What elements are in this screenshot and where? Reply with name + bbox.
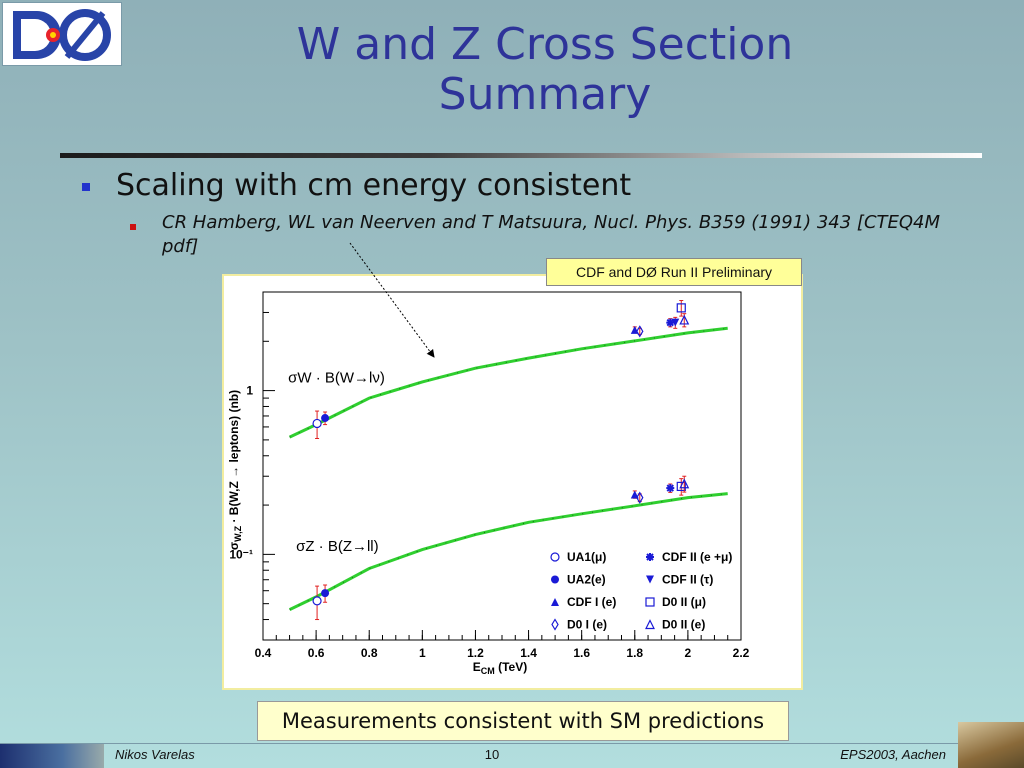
data-point xyxy=(312,418,322,429)
data-point xyxy=(636,491,644,504)
footer-conference: EPS2003, Aachen xyxy=(840,747,946,762)
legend-label: D0 II (μ) xyxy=(662,595,706,609)
legend-marker xyxy=(551,598,559,606)
conclusion-box: Measurements consistent with SM predicti… xyxy=(257,701,789,741)
marker-shape xyxy=(312,596,322,606)
series-label-w: σW · B(W→lν) xyxy=(288,370,385,387)
x-axis-label: ECM (TeV) xyxy=(473,660,527,676)
marker-shape xyxy=(551,618,559,631)
aachen-cathedral-image xyxy=(958,722,1024,768)
legend-label: CDF I (e) xyxy=(567,595,616,609)
marker-shape xyxy=(321,414,330,423)
chart-frame xyxy=(222,274,803,690)
dzero-logo xyxy=(2,2,122,66)
series-labels: σW · B(W→lν) σZ · B(Z→ll) xyxy=(288,370,385,555)
bullet-main-text: Scaling with cm energy consistent xyxy=(116,168,632,203)
legend-marker xyxy=(551,618,559,631)
legend-label: UA2(e) xyxy=(567,573,606,587)
legend-label: D0 II (e) xyxy=(662,618,705,632)
data-point xyxy=(666,484,675,493)
data-point xyxy=(312,596,322,606)
data-points xyxy=(312,299,690,621)
title-divider xyxy=(60,153,982,158)
marker-shape xyxy=(645,619,655,630)
legend-marker xyxy=(550,552,560,562)
marker-shape xyxy=(636,491,644,504)
data-point xyxy=(679,314,690,325)
x-tick-label: 0.4 xyxy=(255,646,272,660)
marker-shape xyxy=(551,575,559,584)
y-tick-label: 1 xyxy=(246,384,253,398)
footer-page-number: 10 xyxy=(484,747,500,762)
x-tick-label: 2 xyxy=(685,646,692,660)
x-tick-label: 1.8 xyxy=(626,646,643,660)
x-tick-label: 0.8 xyxy=(361,646,378,660)
footer-divider xyxy=(0,743,1024,744)
title-line-1: W and Z Cross Section xyxy=(296,19,794,70)
x-tick-label: 1.4 xyxy=(520,646,537,660)
legend-marker xyxy=(645,619,655,630)
data-point xyxy=(321,414,330,423)
marker-shape xyxy=(321,589,330,598)
x-tick-label: 1.6 xyxy=(573,646,590,660)
dzero-logo-graphic xyxy=(7,7,117,61)
legend-label: CDF II (e +μ) xyxy=(662,550,732,564)
marker-shape xyxy=(645,597,655,607)
legend-marker xyxy=(551,575,559,584)
marker-shape xyxy=(646,575,654,584)
marker-shape xyxy=(550,552,560,562)
legend-label: UA1(μ) xyxy=(567,550,606,564)
legend-label: D0 I (e) xyxy=(567,618,607,632)
theory-curves xyxy=(288,326,728,611)
sub-bullet-marker xyxy=(130,224,136,230)
theory-curve-z-dots xyxy=(289,493,728,611)
chart-legend: UA1(μ) UA2(e) CDF I (e) D0 I (e) CDF II (e +… xyxy=(550,550,732,632)
legend-marker xyxy=(646,553,654,561)
x-tick-label: 0.6 xyxy=(308,646,325,660)
x-tick-label: 2.2 xyxy=(733,646,750,660)
marker-shape xyxy=(679,314,690,325)
y-axis-label: σW,Z · B(W,Z → leptons) (nb) xyxy=(227,390,243,550)
legend-marker xyxy=(646,575,654,584)
marker-shape xyxy=(636,325,644,338)
marker-shape xyxy=(551,598,559,606)
series-label-z: σZ · B(Z→ll) xyxy=(296,538,379,555)
annotation-arrow xyxy=(349,242,435,358)
data-point xyxy=(679,478,690,489)
theory-curve-w xyxy=(288,326,728,439)
marker-shape xyxy=(671,318,680,327)
data-point xyxy=(676,481,686,492)
preliminary-label: CDF and DØ Run II Preliminary xyxy=(546,258,802,286)
data-point xyxy=(321,589,330,598)
axis-ticks: 0.4 0.6 0.8 1 1.2 1.4 1.6 1.8 2 2.2 1 10⁻¹ xyxy=(229,291,750,660)
marker-shape xyxy=(676,303,686,313)
legend-label: CDF II (τ) xyxy=(662,573,713,587)
x-tick-label: 1 xyxy=(419,646,426,660)
uic-logo xyxy=(0,744,104,768)
bullet-sub-text: CR Hamberg, WL van Neerven and T Matsuur… xyxy=(162,212,941,257)
legend-marker xyxy=(645,597,655,607)
bullet-marker xyxy=(82,183,90,191)
y-tick-label: 10⁻¹ xyxy=(229,547,253,561)
data-point xyxy=(671,318,680,327)
marker-shape xyxy=(676,481,686,492)
marker-shape xyxy=(679,478,690,489)
title-line-2: Summary xyxy=(438,69,652,120)
footer-author: Nikos Varelas xyxy=(115,747,195,762)
marker-shape xyxy=(312,418,322,429)
data-point xyxy=(676,303,686,313)
slide-title: W and Z Cross Section Summary xyxy=(150,20,940,120)
x-tick-label: 1.2 xyxy=(467,646,484,660)
data-point xyxy=(636,325,644,338)
